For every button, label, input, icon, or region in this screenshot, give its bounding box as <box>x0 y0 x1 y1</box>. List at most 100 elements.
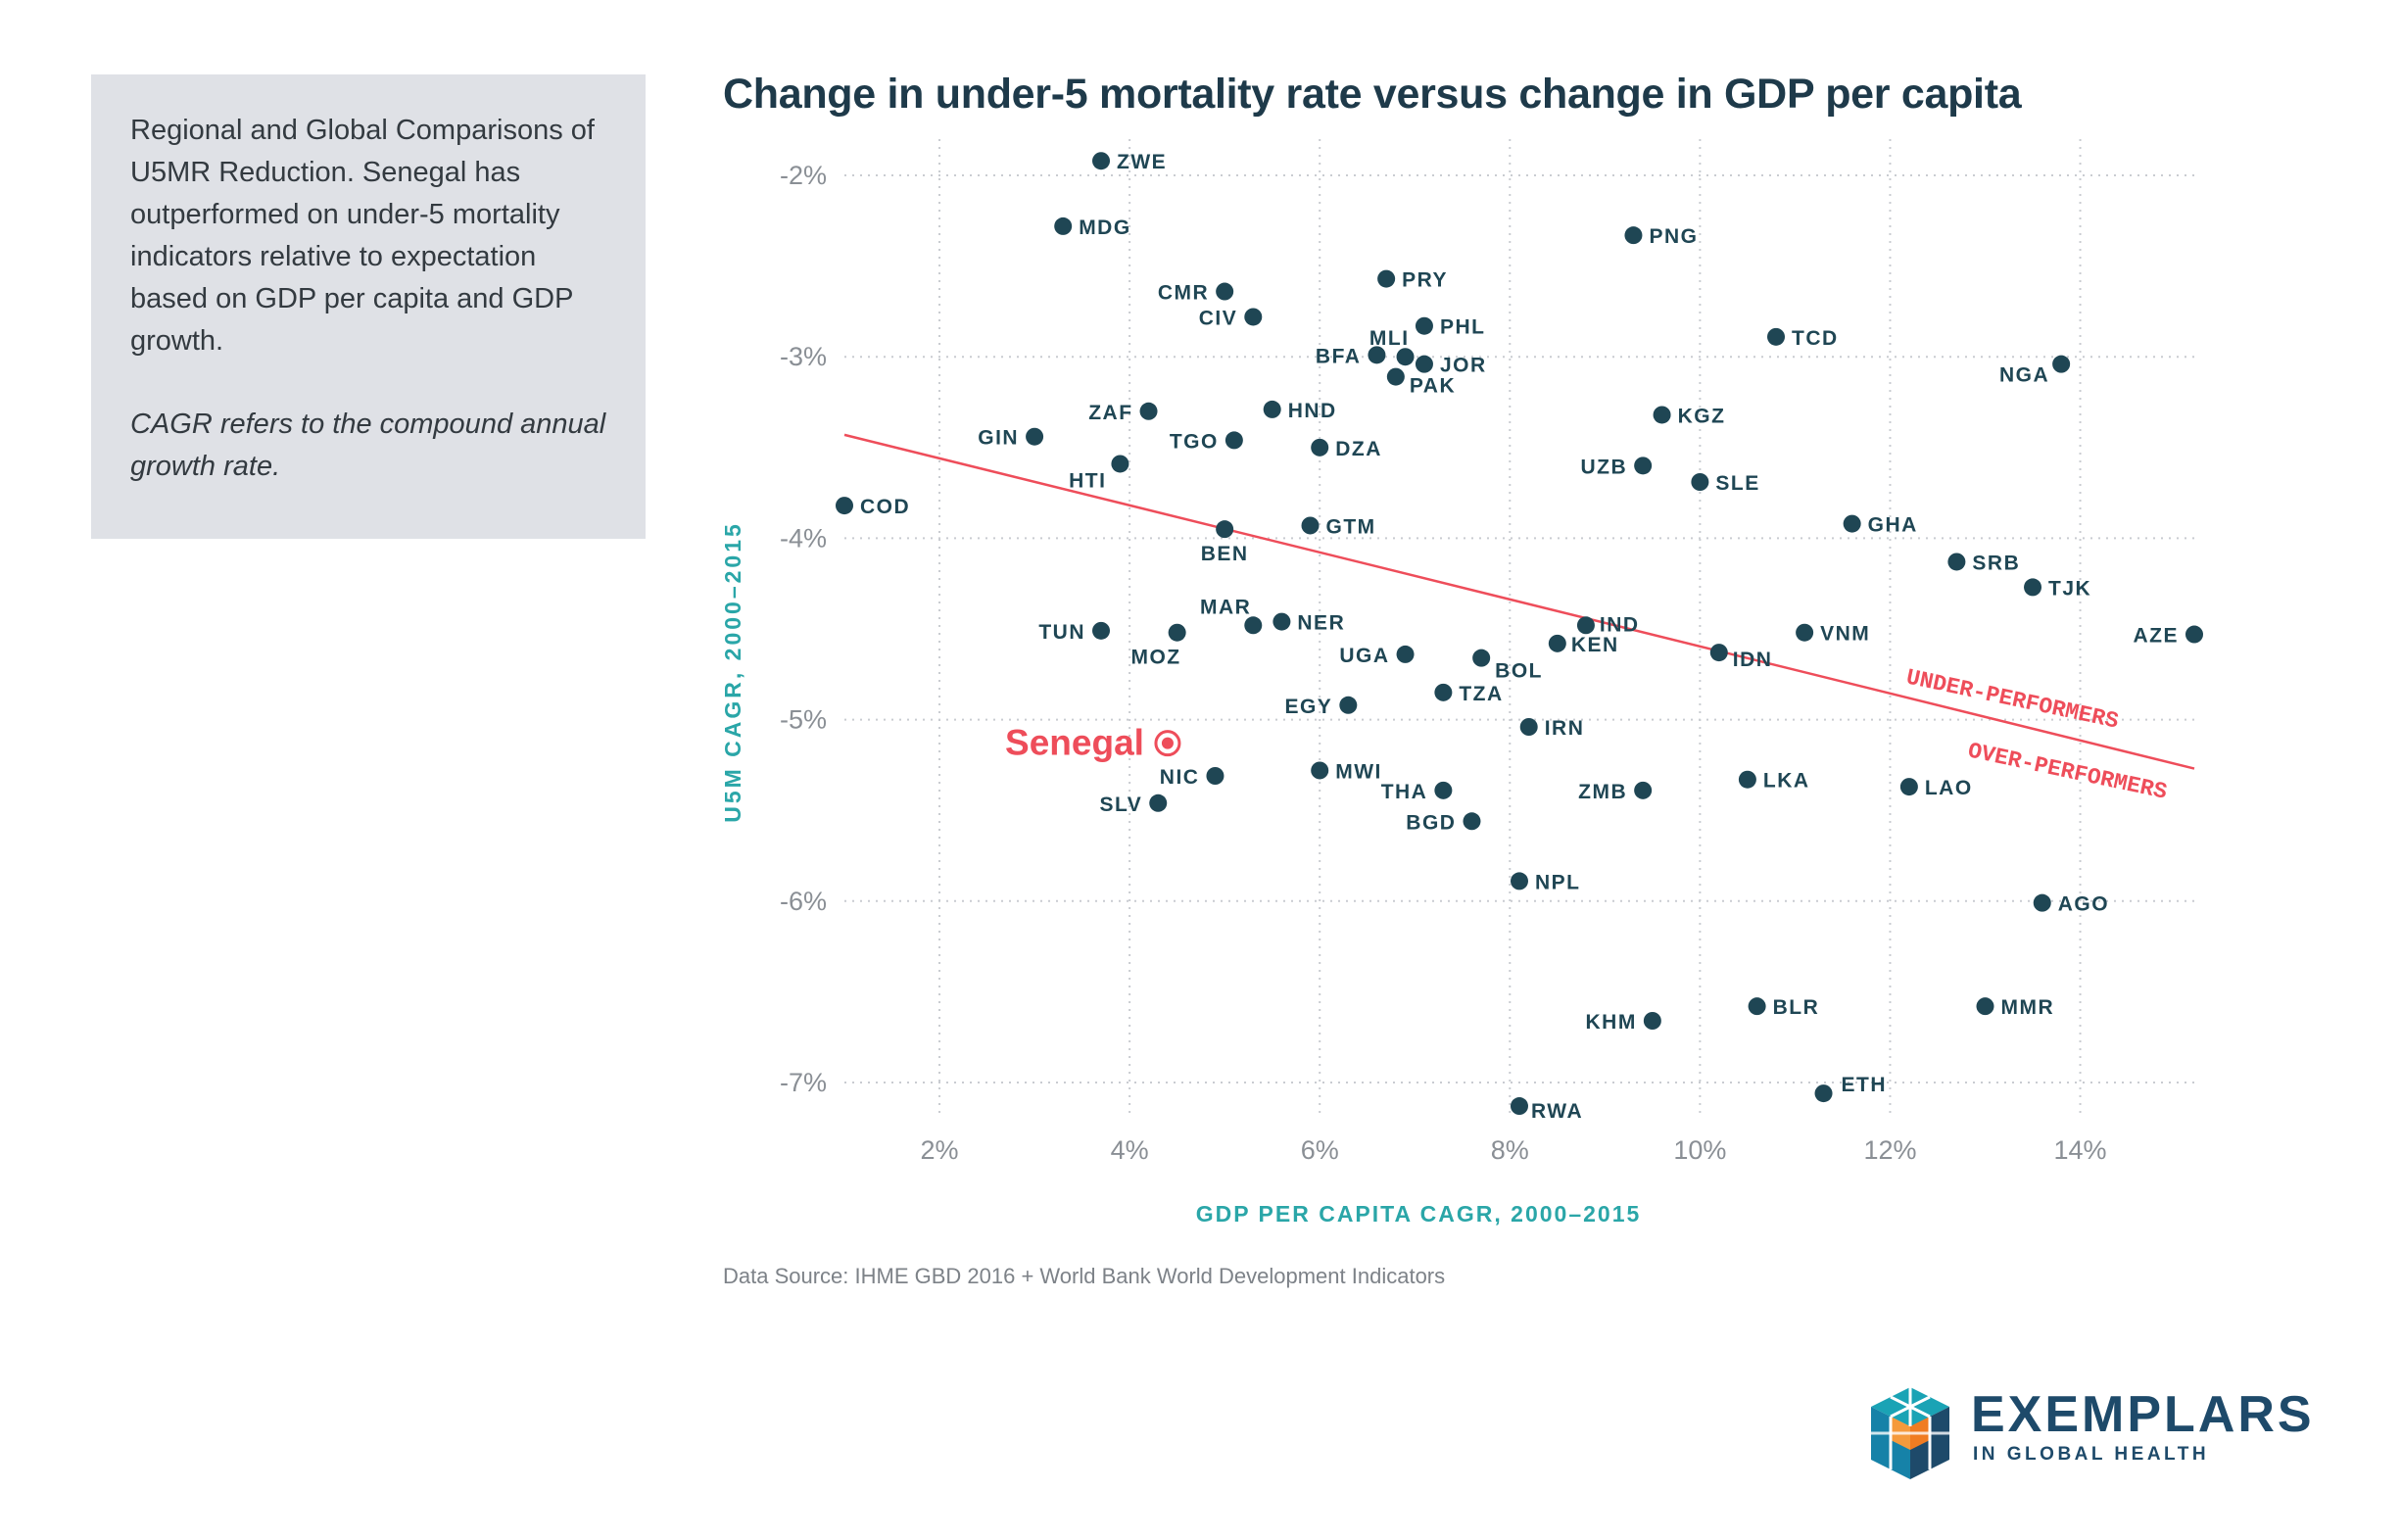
point-label: MDG <box>1079 217 1131 239</box>
point-label: HTI <box>1069 469 1106 492</box>
point-label: KHM <box>1586 1011 1637 1034</box>
x-tick-label: 8% <box>1491 1135 1529 1165</box>
data-point <box>1843 514 1861 533</box>
point-label: ETH <box>1842 1074 1888 1096</box>
highlight-label: Senegal <box>1005 723 1144 763</box>
point-label: PHL <box>1440 316 1486 339</box>
data-point <box>1576 616 1595 635</box>
data-point <box>1339 696 1358 714</box>
y-tick-label: -4% <box>780 523 827 553</box>
point-label: KEN <box>1571 634 1619 656</box>
scatter-chart: 2% 4% 6% 8% 10% 12% 14% -2% -3% -4% -5% -6% -7% ZWE M… <box>720 139 2203 1227</box>
x-tick-label: 14% <box>2054 1135 2107 1165</box>
data-point <box>1796 623 1814 642</box>
data-point <box>1386 367 1405 386</box>
point-label: GTM <box>1326 515 1376 538</box>
data-point <box>2024 578 2042 597</box>
point-label: NPL <box>1535 871 1581 893</box>
data-point <box>1301 516 1320 535</box>
highlight-ring <box>1154 730 1181 757</box>
point-label: NIC <box>1160 766 1200 789</box>
point-label: THA <box>1381 781 1428 803</box>
data-point <box>1111 455 1129 473</box>
note-text: Regional and Global Comparisons of U5MR … <box>130 115 595 357</box>
logo-subtitle: IN GLOBAL HEALTH <box>1973 1444 2210 1465</box>
point-label: UZB <box>1580 456 1627 478</box>
data-point <box>1511 1097 1528 1116</box>
point-label: IRN <box>1545 717 1585 740</box>
data-point <box>1216 282 1234 301</box>
data-point <box>1092 152 1111 170</box>
point-label: TCD <box>1792 327 1839 350</box>
point-label: ZWE <box>1117 151 1167 173</box>
point-label: JOR <box>1440 355 1487 377</box>
data-point <box>1767 327 1786 346</box>
data-point <box>1149 794 1168 812</box>
data-point <box>1738 770 1756 789</box>
data-point <box>1511 872 1528 890</box>
data-point <box>1653 406 1671 424</box>
data-point <box>1139 402 1158 420</box>
point-label: IDN <box>1733 649 1773 671</box>
trend-line <box>843 433 2195 770</box>
point-label: TJK <box>2048 577 2091 600</box>
data-point <box>1899 778 1918 796</box>
point-label: ZMB <box>1578 781 1627 803</box>
exemplars-logo <box>1871 1387 1949 1479</box>
logo-name: EXEMPLARS <box>1971 1386 2315 1443</box>
point-label: PAK <box>1410 375 1456 398</box>
data-point <box>1434 781 1453 799</box>
point-label: TUN <box>1038 621 1085 644</box>
data-point <box>1273 612 1291 631</box>
y-tick-label: -7% <box>780 1068 827 1097</box>
point-label: MWI <box>1335 760 1382 783</box>
x-tick-label: 10% <box>1673 1135 1726 1165</box>
y-tick-label: -6% <box>780 887 827 916</box>
point-label: MLI <box>1369 327 1410 350</box>
point-label: LKA <box>1763 770 1810 793</box>
point-label: PNG <box>1649 225 1698 248</box>
highlight-point <box>1161 737 1174 749</box>
x-axis-label: GDP PER CAPITA CAGR, 2000–2015 <box>1196 1201 1642 1227</box>
y-axis-label: U5M CAGR, 2000–2015 <box>720 521 745 823</box>
cagr-note: CAGR refers to the compound annual growt… <box>130 409 606 482</box>
x-tick-label: 6% <box>1301 1135 1339 1165</box>
data-point <box>1415 355 1433 373</box>
point-label: NGA <box>1999 364 2049 387</box>
point-label: PRY <box>1402 269 1448 292</box>
point-label: IND <box>1600 613 1640 636</box>
highlight-group: Senegal <box>1005 723 1181 763</box>
data-point <box>1396 348 1415 366</box>
grid <box>844 139 2194 1119</box>
y-tick-label: -3% <box>780 342 827 371</box>
x-tick-label: 4% <box>1111 1135 1149 1165</box>
over-performers-annotation: OVER-PERFORMERS <box>1966 738 2170 805</box>
data-point <box>1643 1012 1661 1030</box>
point-label: BOL <box>1495 660 1543 683</box>
point-label: BLR <box>1773 996 1820 1019</box>
data-point <box>1168 623 1186 642</box>
point-label: AZE <box>2134 625 2180 648</box>
note-box: Regional and Global Comparisons of U5MR … <box>91 74 646 539</box>
trend-line-group <box>843 433 2195 770</box>
point-label: KGZ <box>1678 405 1726 427</box>
data-point <box>1548 634 1566 652</box>
data-point <box>1206 767 1225 785</box>
point-label: EGY <box>1284 696 1332 718</box>
point-label: NER <box>1297 612 1345 635</box>
chart-title: Change in under-5 mortality rate versus … <box>723 71 2022 118</box>
data-point <box>1519 718 1538 736</box>
point-label: DZA <box>1335 438 1382 460</box>
point-label: COD <box>860 496 910 518</box>
x-tick-label: 12% <box>1863 1135 1916 1165</box>
point-label: BEN <box>1201 543 1249 565</box>
point-label: MOZ <box>1130 647 1180 669</box>
data-point <box>2033 893 2051 912</box>
data-point <box>1947 553 1966 571</box>
data-point <box>1263 400 1281 418</box>
point-label: BFA <box>1316 345 1362 367</box>
point-label: CIV <box>1199 307 1238 329</box>
data-point <box>836 497 853 515</box>
data-point <box>1434 683 1453 701</box>
data-point <box>1814 1084 1833 1103</box>
